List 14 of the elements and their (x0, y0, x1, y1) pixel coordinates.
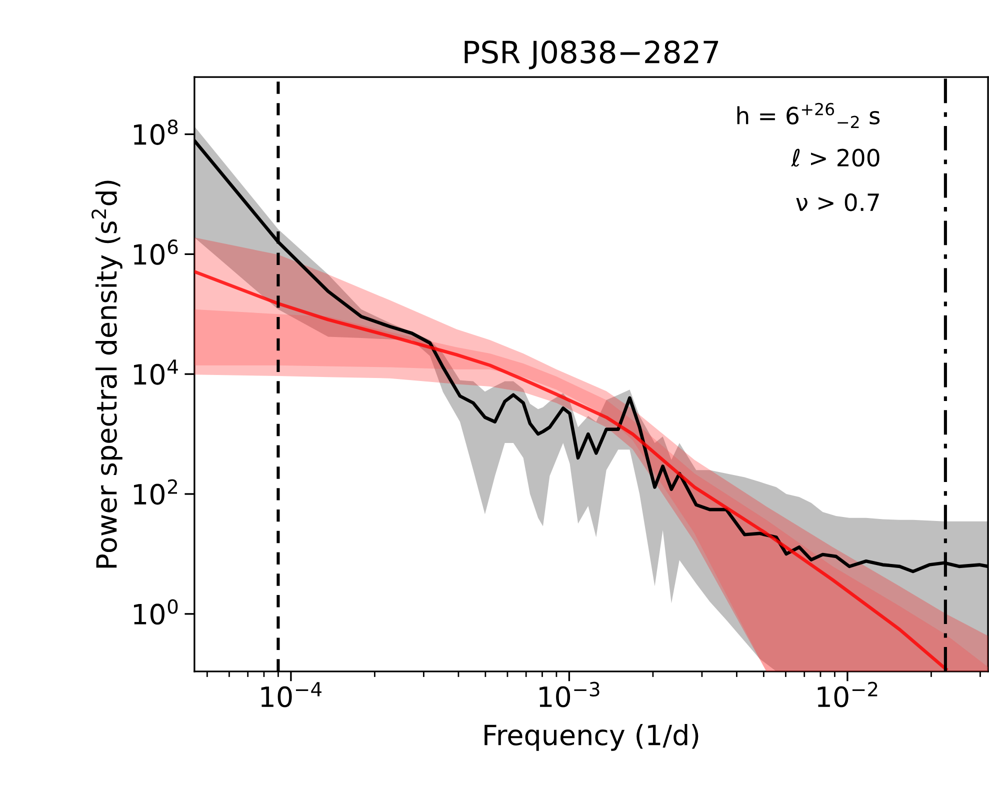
x-tick-label: 10$^{−2}$ (818, 682, 878, 708)
x-tick-label: 10$^{−4}$ (261, 682, 322, 708)
y-tick-label: 10$^{4}$ (134, 360, 178, 385)
annotation: ℓ > 200 (790, 148, 880, 167)
chart-title: PSR J0838−2827 (464, 40, 718, 70)
x-axis-title: Frequency (1/d) (484, 724, 698, 751)
annotation: h = 6$^{+26}$$_{−2}$ s (737, 102, 880, 128)
y-tick-label: 10$^{6}$ (134, 239, 178, 265)
y-tick-label: 10$^{2}$ (134, 479, 177, 505)
y-tick-label: 10$^{8}$ (134, 120, 178, 145)
y-axis-title: Power spectral density (s$^{2}$d) (92, 180, 122, 568)
annotation: ν > 0.7 (796, 193, 879, 212)
y-tick-label: 10$^{0}$ (134, 599, 178, 625)
x-tick-label: 10$^{−3}$ (540, 682, 600, 708)
